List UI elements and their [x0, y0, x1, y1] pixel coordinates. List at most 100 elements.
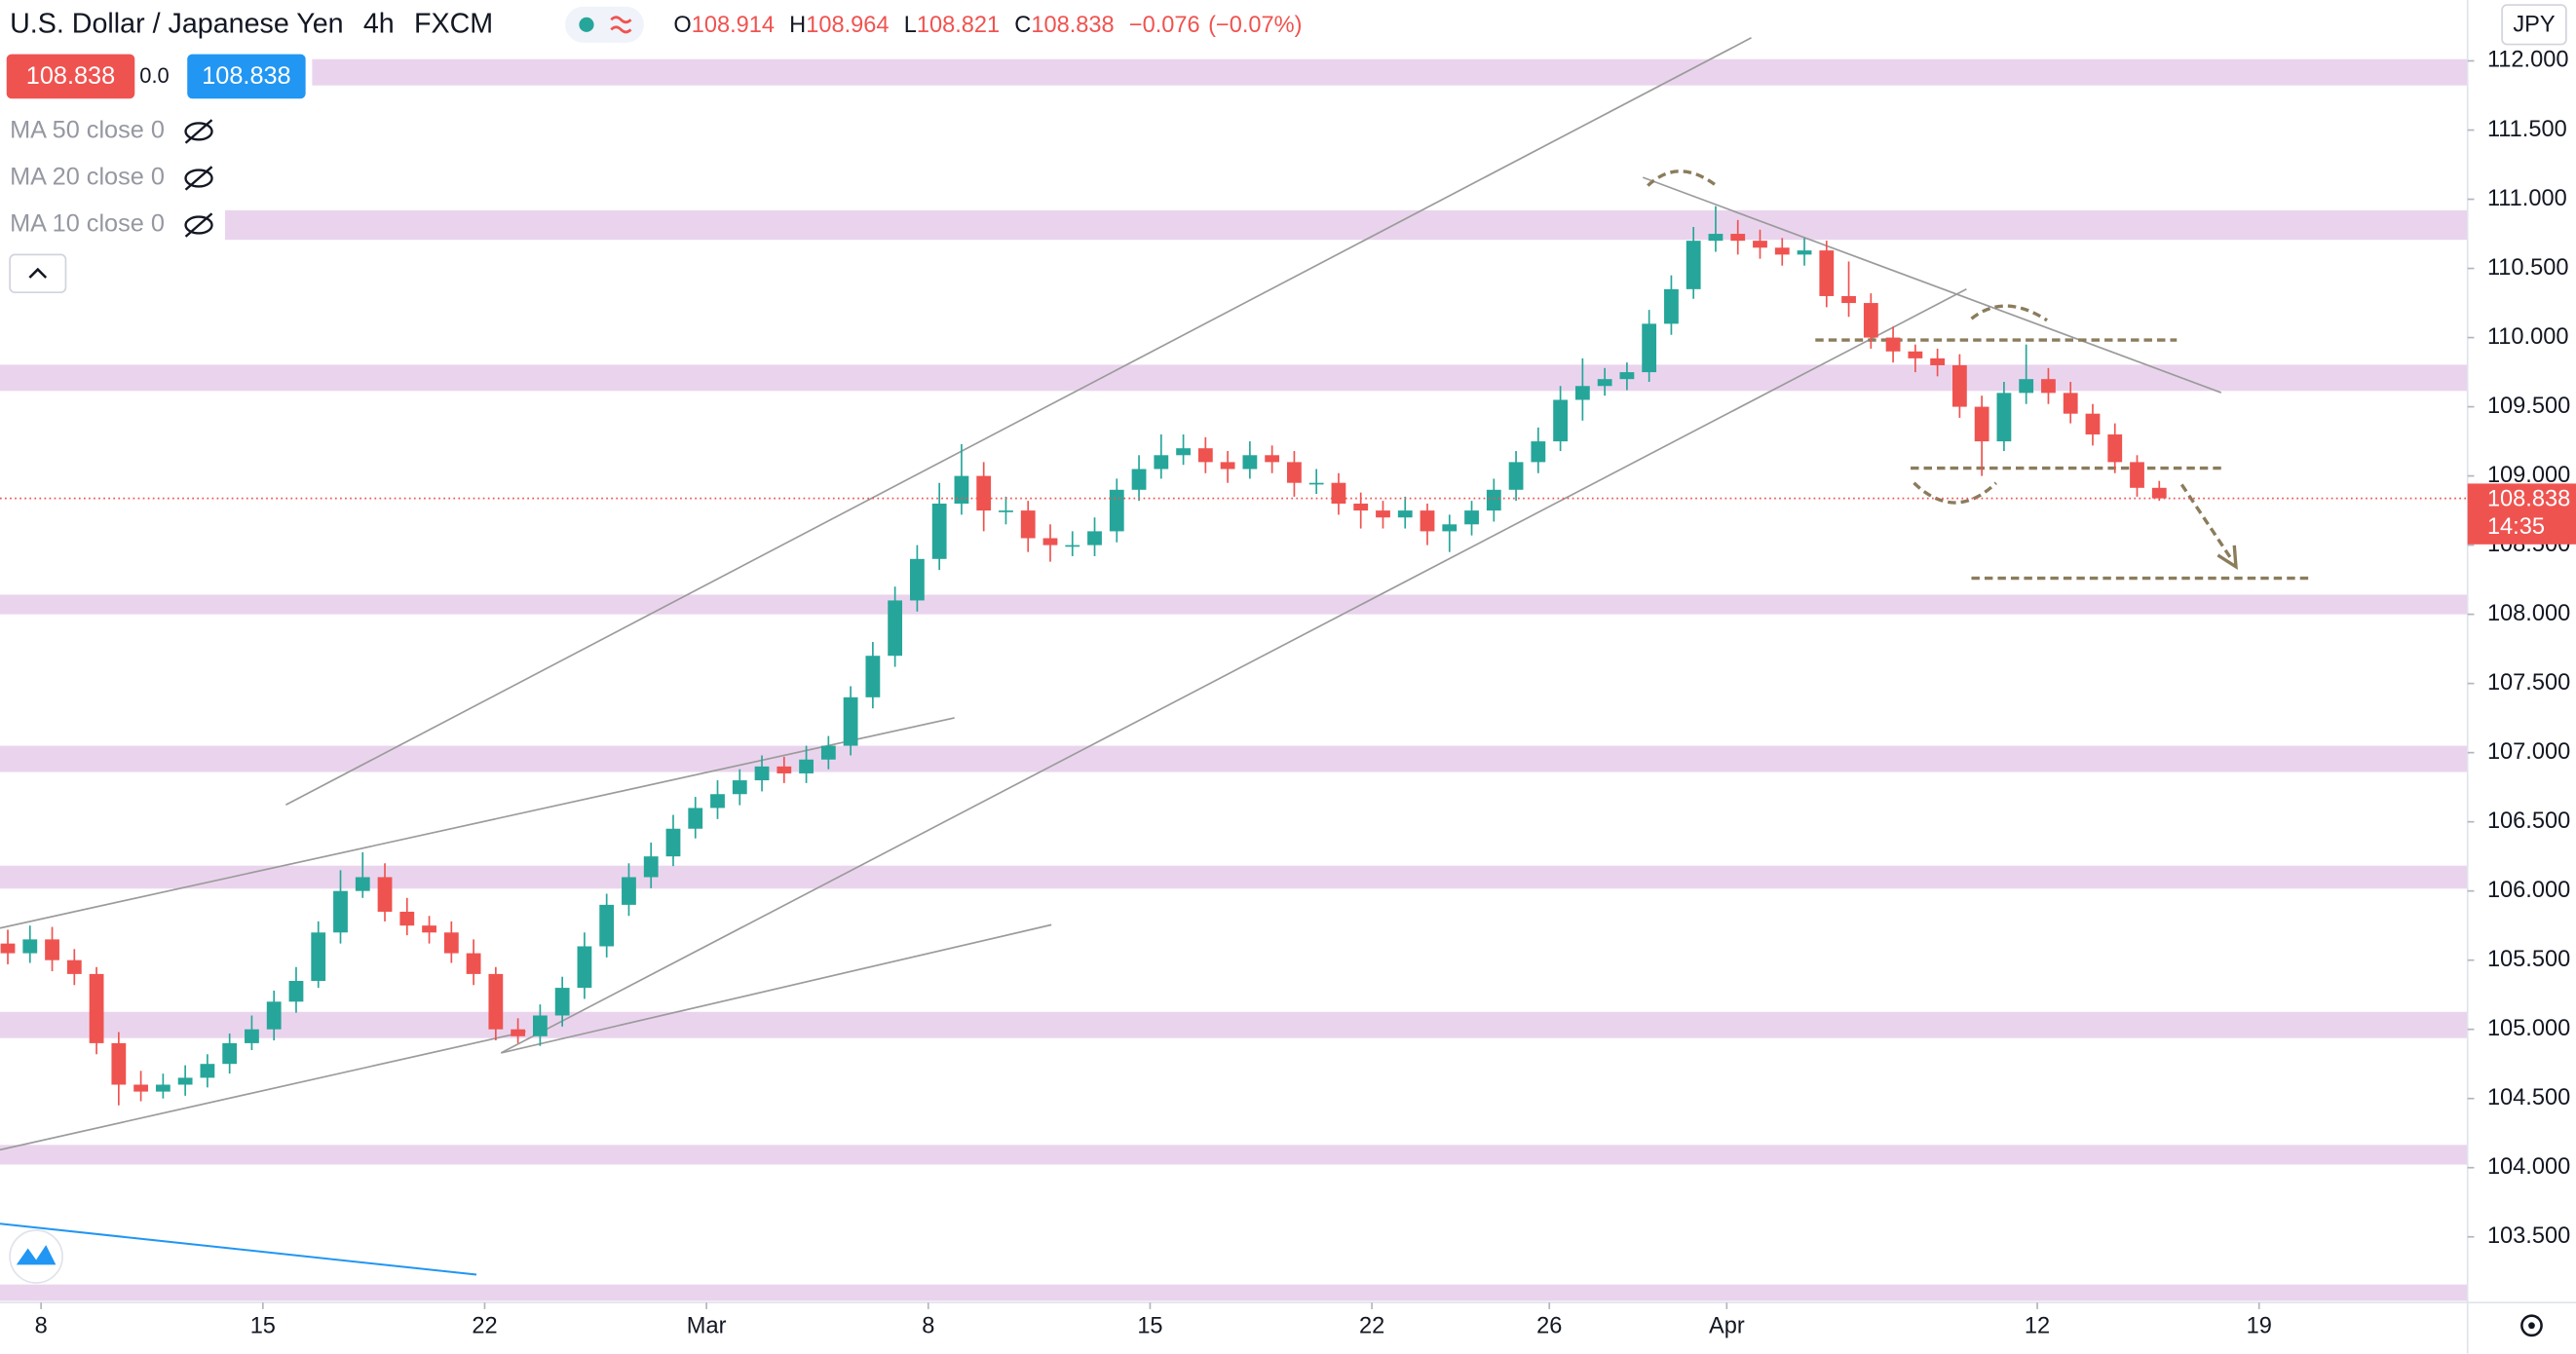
- last-price-box: [2467, 483, 2576, 545]
- settings-icon[interactable]: [2520, 1314, 2543, 1337]
- y-tick-label: 103.500: [2487, 1223, 2570, 1249]
- candle-body: [1774, 247, 1790, 255]
- candle-body: [2085, 413, 2101, 434]
- trade-buttons: 108.838 0.0 108.838: [6, 54, 306, 99]
- y-tick-label: 111.000: [2487, 186, 2567, 211]
- candle-body: [1642, 323, 1657, 373]
- candle-body: [1686, 241, 1701, 289]
- hidden-icon[interactable]: [184, 215, 213, 235]
- status-pill[interactable]: [565, 6, 644, 43]
- candle-body: [443, 932, 459, 954]
- ohlc-value: 108.964: [806, 13, 889, 38]
- indicator-label: MA 10 close 0: [10, 210, 165, 238]
- candle-body: [177, 1077, 193, 1085]
- candle-body: [1531, 441, 1546, 463]
- candle-body: [1154, 455, 1169, 470]
- indicator-label: MA 20 close 0: [10, 164, 165, 191]
- candle-body: [1574, 386, 1590, 400]
- candle-body: [688, 808, 703, 829]
- gear: [2520, 1314, 2543, 1337]
- y-tick-label: 104.000: [2487, 1154, 2570, 1180]
- y-tick-label: 110.000: [2487, 324, 2569, 350]
- zone: [0, 745, 2468, 772]
- zone: [225, 209, 2468, 241]
- y-tick-label: 110.500: [2487, 255, 2569, 281]
- spread: 0.0: [139, 63, 169, 88]
- candle-body: [1197, 448, 1213, 463]
- candle-body: [1020, 510, 1036, 539]
- ohlc-value: 108.838: [1031, 13, 1114, 38]
- zone: [0, 594, 2468, 615]
- data-delay-icon: [610, 16, 632, 34]
- candle-body: [1331, 482, 1346, 504]
- logo-mark: [16, 1245, 57, 1265]
- candle-body: [754, 766, 770, 781]
- candle-body: [1065, 545, 1080, 547]
- candle-body: [333, 890, 348, 933]
- candle-body: [1420, 510, 1435, 532]
- candle-body: [910, 558, 925, 601]
- candle-body: [1819, 250, 1835, 296]
- candle-body: [1708, 234, 1724, 242]
- gear-center: [2528, 1322, 2535, 1330]
- hidden-icon[interactable]: [184, 122, 213, 141]
- candle-body: [1265, 455, 1280, 463]
- arc: [1913, 481, 1997, 505]
- x-tick-label: 8: [922, 1314, 934, 1339]
- source: FXCM: [414, 8, 493, 39]
- candle-body: [1109, 489, 1124, 532]
- y-tick-label: 112.000: [2487, 48, 2569, 73]
- candle-body: [643, 856, 659, 878]
- candle-body: [976, 475, 992, 511]
- y-tick-label: 107.000: [2487, 739, 2570, 765]
- logo: [9, 1229, 63, 1284]
- candle-body: [245, 1029, 259, 1043]
- buy-button[interactable]: [187, 54, 306, 99]
- sell-button[interactable]: [6, 54, 135, 99]
- candle-body: [1442, 524, 1458, 532]
- currency-button[interactable]: [2501, 4, 2567, 46]
- arrow: [2179, 483, 2233, 560]
- candle-body: [266, 1001, 282, 1030]
- candle-body: [1841, 295, 1856, 304]
- candle-body: [732, 780, 747, 795]
- candle-body: [1353, 503, 1369, 511]
- candle-body: [1908, 351, 1923, 358]
- ohlc-key: O: [673, 13, 691, 38]
- header: U.S. Dollar / Japanese Yen 4h FXCM O108.91…: [10, 6, 1302, 43]
- candle-body: [1597, 379, 1612, 387]
- chevron: [28, 267, 48, 279]
- candle-body: [1619, 372, 1635, 380]
- x-tick-label: 15: [1137, 1314, 1162, 1339]
- hidden-icon[interactable]: [184, 169, 213, 188]
- arrow-head: [2216, 545, 2238, 571]
- candle-body: [0, 943, 16, 954]
- interval: 4h: [363, 8, 395, 39]
- candle-body: [622, 877, 636, 905]
- candle-body: [155, 1084, 170, 1092]
- candle-body: [554, 988, 570, 1016]
- collapse-button[interactable]: [9, 253, 67, 294]
- candle-body: [1087, 531, 1102, 545]
- zone: [0, 364, 2468, 392]
- candle-body: [2063, 393, 2078, 414]
- drawings: [0, 37, 2309, 1276]
- candle-body: [1974, 406, 1989, 442]
- candle-body: [1287, 462, 1302, 483]
- logo-badge[interactable]: [9, 1229, 63, 1284]
- candle-body: [532, 1015, 548, 1036]
- last-price-label: 108.838: [2487, 487, 2570, 512]
- y-tick-label: 107.500: [2487, 670, 2570, 696]
- candle-body: [999, 510, 1013, 512]
- candle-body: [1486, 489, 1501, 511]
- x-tick-label: Apr: [1709, 1314, 1745, 1339]
- currency: JPY: [2513, 12, 2556, 37]
- hidden-icon-slash: [184, 119, 213, 144]
- candle-body: [200, 1064, 215, 1078]
- candle-body: [355, 877, 370, 891]
- candle-body: [1131, 469, 1147, 490]
- ohlc-key: H: [789, 13, 806, 38]
- x-tick-label: 19: [2247, 1314, 2272, 1339]
- sell-price: 108.838: [26, 62, 115, 90]
